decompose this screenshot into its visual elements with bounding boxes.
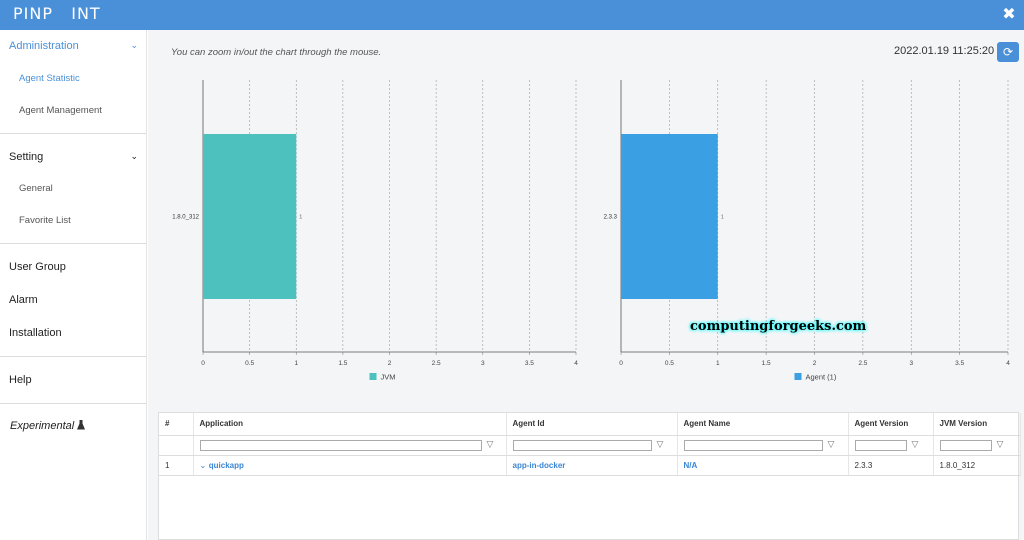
category-label: 2.3.3 [604,215,618,221]
filter-icon[interactable]: ▽ [656,440,664,450]
sidebar-item-label: Administration [9,40,79,52]
x-tick-label: 2 [388,360,392,367]
agent-name-cell[interactable]: N/A [677,455,849,476]
filter-icon[interactable]: ▽ [827,440,835,450]
legend-swatch [794,373,802,380]
x-tick-label: 3.5 [955,360,964,367]
sidebar-item-label: Experimental [10,420,75,432]
legend-swatch [369,373,377,380]
x-tick-label: 4 [1006,360,1010,367]
column-header-agent-version[interactable]: Agent Version [848,413,934,436]
divider [0,133,146,134]
x-tick-label: 3.5 [525,360,534,367]
application-name[interactable]: quickapp [208,460,244,470]
sidebar-item-agent-statistic[interactable]: Agent Statistic [19,73,80,84]
jvm-version-filter-input[interactable] [939,439,992,451]
flask-icon [77,420,86,430]
x-tick-label: 2 [813,360,817,367]
legend-label: JVM [381,373,396,382]
filter-cell: ▽ [933,435,1021,456]
column-header-agent-name[interactable]: Agent Name [677,413,849,436]
filter-cell: ▽ [677,435,849,456]
agent-id-filter-input[interactable] [512,439,652,451]
application-filter-input[interactable] [199,439,482,451]
category-label: 1.8.0_312 [172,215,199,221]
divider [0,403,146,404]
bar[interactable] [203,134,297,299]
column-header-jvm-version[interactable]: JVM Version [933,413,1021,436]
x-tick-label: 3 [481,360,485,367]
filter-icon[interactable]: ▽ [996,440,1004,450]
sidebar-item-alarm[interactable]: Alarm [9,294,38,306]
zoom-hint: You can zoom in/out the chart through th… [171,47,382,58]
x-tick-label: 0.5 [665,360,674,367]
application-cell[interactable]: ⌄ quickapp [193,455,507,476]
x-tick-label: 1.5 [338,360,347,367]
divider [0,243,146,244]
column-header-number[interactable]: # [159,413,194,436]
main-panel: You can zoom in/out the chart through th… [148,30,1024,540]
chevron-down-icon: ⌄ [130,152,138,162]
filter-cell: ▽ [506,435,678,456]
app-logo: PINP INT [13,4,101,23]
agent-version-cell: 2.3.3 [848,455,934,476]
sidebar: Administration ⌄ Agent Statistic Agent M… [0,30,147,540]
close-icon[interactable]: ✖ [1002,4,1016,23]
sidebar-item-favorite-list[interactable]: Favorite List [19,215,71,226]
x-tick-label: 0 [201,360,205,367]
x-tick-label: 0.5 [245,360,254,367]
sidebar-item-experimental[interactable]: Experimental [10,420,86,432]
top-bar: PINP INT ✖ [0,0,1024,30]
charts[interactable]: 0 0.5 1 1.5 2 2.5 3 3.5 4 1.8.0_312 1 JVM 0 0.5 1 1.5 2 2… [148,30,1024,400]
chevron-down-icon[interactable]: ⌄ [199,460,209,470]
watermark: computingforgeeks.com [690,319,867,334]
x-tick-label: 3 [909,360,913,367]
jvm-version-cell: 1.8.0_312 [933,455,1021,476]
refresh-button[interactable]: ⟳ [997,42,1019,62]
filter-row: ▽ ▽ ▽ ▽ ▽ [159,435,1021,456]
row-number: 1 [159,455,194,476]
filter-cell: ▽ [193,435,507,456]
refresh-icon: ⟳ [1002,45,1014,59]
datetime: 2022.01.19 11:25:20 [894,45,995,57]
x-tick-label: 1.5 [762,360,771,367]
x-tick-label: 1 [294,360,298,367]
agent-id-cell[interactable]: app-in-docker [506,455,678,476]
sidebar-item-agent-management[interactable]: Agent Management [19,105,102,116]
filter-cell: ▽ [848,435,934,456]
x-tick-label: 2.5 [858,360,867,367]
divider [0,356,146,357]
sidebar-item-label: Setting [9,151,44,163]
filter-icon[interactable]: ▽ [486,440,494,450]
column-header-agent-id[interactable]: Agent Id [506,413,678,436]
sidebar-item-general[interactable]: General [19,183,53,194]
x-tick-label: 0 [619,360,623,367]
agent-version-filter-input[interactable] [854,439,907,451]
bar[interactable] [621,134,718,299]
sidebar-item-installation[interactable]: Installation [9,327,62,339]
x-tick-label: 4 [574,360,578,367]
sidebar-item-user-group[interactable]: User Group [9,261,66,273]
filter-icon[interactable]: ▽ [911,440,919,450]
data-label: 1 [299,215,302,221]
column-header-application[interactable]: Application [193,413,507,436]
chevron-down-icon: ⌄ [130,41,138,51]
filter-cell-empty [159,435,194,456]
x-tick-label: 2.5 [432,360,441,367]
agent-name-filter-input[interactable] [683,439,823,451]
table-header-row: # Application Agent Id Agent Name Agent … [159,413,1021,436]
table-row[interactable]: 1 ⌄ quickapp app-in-docker N/A 2.3.3 1.8… [159,455,1021,476]
legend-label: Agent (1) [806,373,837,382]
data-label: 1 [721,215,724,221]
sidebar-item-setting[interactable]: Setting ⌄ [0,147,146,167]
x-tick-label: 1 [716,360,720,367]
sidebar-item-help[interactable]: Help [9,374,32,386]
sidebar-item-administration[interactable]: Administration ⌄ [0,36,146,56]
agent-table: # Application Agent Id Agent Name Agent … [158,412,1021,540]
